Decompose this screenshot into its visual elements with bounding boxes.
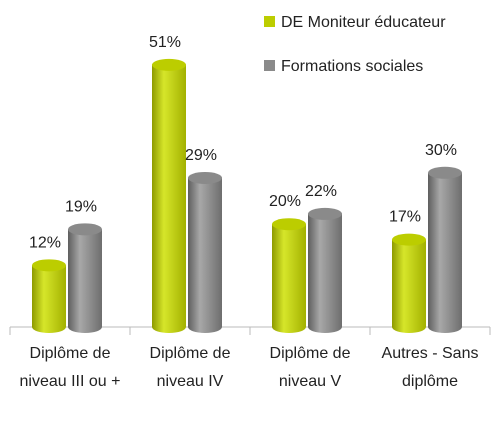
value-label: 17% [389, 209, 421, 226]
value-label: 29% [185, 147, 217, 164]
legend-swatch [264, 60, 275, 71]
bar-top [152, 58, 186, 71]
legend-swatch [264, 16, 275, 27]
bar [308, 213, 342, 327]
value-label: 22% [305, 183, 337, 200]
x-tick-label: Diplôme de niveau V [269, 345, 351, 390]
value-label: 12% [29, 234, 61, 251]
x-tick-label: Diplôme de niveau III ou + [19, 345, 121, 390]
bar [272, 224, 306, 327]
legend-label: DE Moniteur éducateur [281, 14, 446, 31]
bar [152, 64, 186, 328]
legend-label: Formations sociales [281, 58, 423, 75]
bar-top [392, 233, 426, 246]
value-label: 20% [269, 193, 301, 210]
bar [188, 177, 222, 327]
value-label: 30% [425, 142, 457, 159]
value-label: 51% [149, 34, 181, 51]
x-tick-label: Diplôme de niveau IV [149, 345, 231, 390]
bar-top [32, 259, 66, 272]
bar [32, 265, 66, 327]
value-label: 19% [65, 198, 97, 215]
x-tick-label: Autres - Sans diplôme [381, 345, 479, 390]
bar [68, 229, 102, 327]
bar-top [428, 166, 462, 179]
bar-top [308, 207, 342, 220]
bar-top [68, 223, 102, 236]
bar-top [188, 171, 222, 184]
bar [428, 172, 462, 327]
bar [392, 239, 426, 327]
bar-top [272, 218, 306, 231]
